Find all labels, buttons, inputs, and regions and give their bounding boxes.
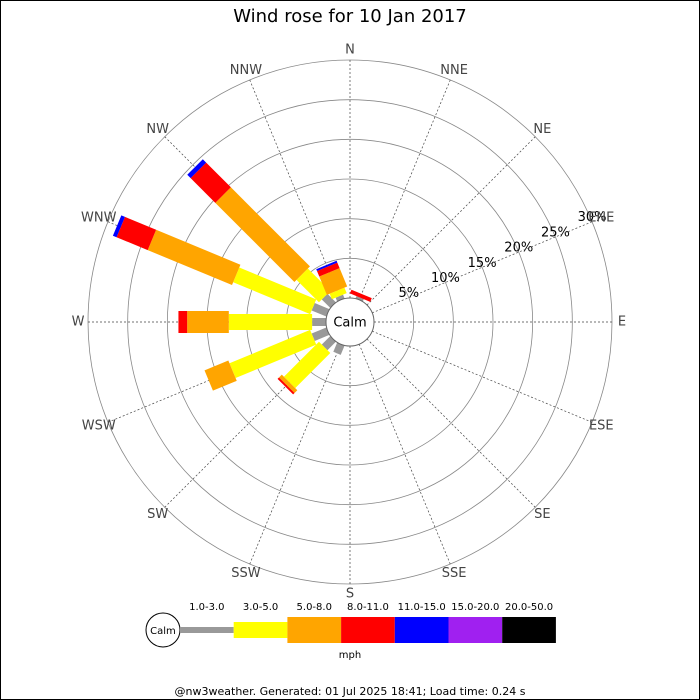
legend-label: 8.0-11.0 bbox=[347, 602, 389, 613]
rose-segment bbox=[335, 294, 345, 302]
calm-label: Calm bbox=[333, 316, 366, 331]
rose-segment bbox=[319, 268, 348, 295]
direction-label: SSE bbox=[442, 566, 467, 581]
rose-segment bbox=[355, 296, 364, 302]
direction-label: N bbox=[345, 43, 355, 58]
rose-segment bbox=[228, 314, 313, 330]
rose-segment bbox=[311, 303, 330, 317]
direction-label: NW bbox=[146, 122, 169, 137]
direction-label: WNW bbox=[81, 210, 117, 225]
direction-label: SSW bbox=[231, 566, 261, 581]
rose-segment bbox=[316, 262, 340, 277]
legend-label: 1.0-3.0 bbox=[189, 602, 224, 613]
rose-segment bbox=[311, 327, 330, 341]
rose-segment bbox=[283, 341, 331, 389]
rose-segment bbox=[349, 289, 372, 302]
legend-units: mph bbox=[339, 650, 361, 661]
legend-swatch bbox=[394, 617, 449, 643]
r-tick-label: 5% bbox=[399, 286, 420, 301]
legend-label: 3.0-5.0 bbox=[243, 602, 278, 613]
legend-swatch bbox=[341, 617, 395, 643]
rose-segment bbox=[278, 374, 298, 394]
direction-label: SW bbox=[147, 507, 168, 522]
direction-label: NNW bbox=[230, 63, 262, 78]
legend-label: 5.0-8.0 bbox=[297, 602, 332, 613]
direction-label: ENE bbox=[588, 210, 614, 225]
direction-label: S bbox=[346, 587, 354, 602]
footer: @nw3weather. Generated: 01 Jul 2025 18:4… bbox=[175, 685, 526, 698]
legend-swatch bbox=[287, 617, 342, 643]
rose-segment bbox=[116, 216, 157, 251]
rose-segment bbox=[204, 360, 237, 391]
rose-segment bbox=[333, 342, 345, 355]
r-tick-label: 30% bbox=[578, 210, 607, 225]
rose-segment bbox=[112, 215, 125, 238]
r-tick-label: 15% bbox=[468, 256, 497, 271]
rose-segment bbox=[233, 267, 317, 315]
rose-segment bbox=[321, 293, 336, 308]
direction-label: NNE bbox=[440, 63, 468, 78]
rose-segment bbox=[312, 318, 326, 326]
legend-label: 11.0-15.0 bbox=[398, 602, 446, 613]
rose-segment bbox=[321, 336, 336, 351]
legend-swatch bbox=[448, 617, 503, 643]
direction-label: W bbox=[72, 315, 85, 330]
r-tick-label: 20% bbox=[504, 241, 533, 256]
r-tick-label: 10% bbox=[431, 271, 460, 286]
rose-segment bbox=[277, 377, 295, 395]
rose-segment bbox=[187, 311, 229, 333]
rose-segment bbox=[229, 329, 317, 379]
legend-calm-label: Calm bbox=[150, 626, 176, 637]
rose-segment bbox=[190, 162, 231, 203]
direction-label: E bbox=[618, 315, 626, 330]
rose-segment bbox=[296, 268, 331, 303]
direction-label: NE bbox=[533, 122, 551, 137]
legend-swatch bbox=[180, 627, 234, 633]
legend-swatch bbox=[502, 617, 556, 643]
direction-label: WSW bbox=[82, 419, 116, 434]
legend-swatch bbox=[233, 622, 288, 638]
r-tick-label: 25% bbox=[541, 225, 570, 240]
grid-circle bbox=[166, 138, 534, 506]
direction-label: ESE bbox=[589, 419, 614, 434]
legend-label: 15.0-20.0 bbox=[451, 602, 499, 613]
rose-segment bbox=[316, 260, 338, 272]
rose-segment bbox=[215, 187, 310, 282]
rose-segment bbox=[187, 159, 207, 179]
rose-segment bbox=[329, 287, 347, 300]
direction-label: SE bbox=[534, 507, 550, 522]
grid-circle bbox=[127, 99, 573, 545]
rose-segment bbox=[178, 311, 188, 333]
rose-segment bbox=[147, 229, 241, 286]
calm-circle bbox=[325, 297, 375, 347]
legend-label: 20.0-50.0 bbox=[505, 602, 553, 613]
chart-title: Wind rose for 10 Jan 2017 bbox=[233, 6, 467, 27]
